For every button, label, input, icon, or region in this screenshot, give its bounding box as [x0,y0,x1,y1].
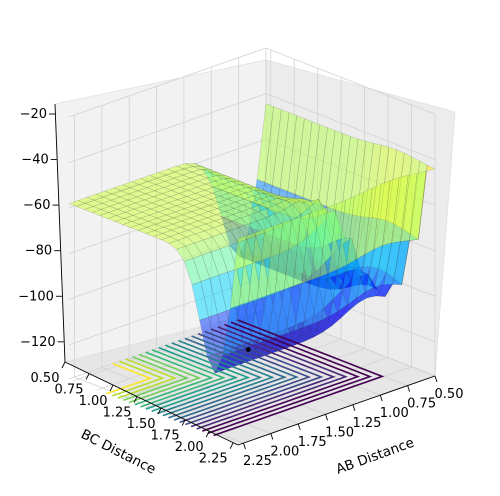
surface-patch [189,214,208,222]
y-tick-mark [109,384,114,392]
contour-line [134,351,214,406]
surface-patch [382,177,400,246]
x-tick-label: 1.75 [298,435,327,450]
surface-patch [331,304,349,327]
contour-line [190,328,336,428]
x-tick-label: 1.25 [352,416,381,431]
z-tick-label: −120 [20,335,56,350]
contour-line [111,360,165,397]
marker-point [245,347,251,352]
x-tick-mark [379,395,383,402]
x-tick-mark [243,442,246,450]
contour-line [202,323,361,432]
surface-patch [355,187,373,261]
x-tick-label: 2.00 [270,445,299,460]
z-axis-line [54,103,66,363]
surface-patch [109,202,128,210]
y-tick-mark [61,361,66,369]
z-tick-label: −60 [23,198,50,213]
contour-projection [106,319,385,437]
contour-line [185,330,324,426]
contour-line [173,335,300,421]
contour-line [128,353,202,404]
surface-patch [100,206,119,213]
surface-patch [340,297,358,319]
y-tick-label: 1.25 [103,406,132,421]
contour-line [156,342,263,415]
contour-line [213,319,385,437]
x-tick-label: 2.25 [243,454,272,469]
surface-patch [212,183,231,191]
z-tick-label: −100 [18,289,54,304]
contour-line [162,339,275,417]
surface-patch [312,315,331,338]
z-tick-label: −80 [25,244,52,259]
y-tick-label: 1.50 [127,417,156,432]
contour-line [196,326,348,430]
surface-patch [177,236,195,247]
x-tick-mark [352,404,356,411]
y-tick-label: 0.75 [55,383,84,398]
y-axis-label: BC Distance [78,426,158,477]
contour-line [151,344,251,413]
surface-patch [179,183,198,191]
z-tick-label: −40 [21,153,48,168]
x-tick-mark [270,433,274,440]
y-tick-mark [85,373,90,380]
x-tick-mark [407,385,411,392]
surface-patch [176,245,194,262]
y-tick-label: 0.50 [31,371,60,386]
y-tick-label: 2.25 [199,452,228,467]
y-tick-mark [205,430,210,438]
surface-patch [213,224,231,234]
y-tick-mark [157,407,162,415]
x-tick-mark [325,414,328,421]
contour-line [123,356,190,402]
x-tick-label: 0.50 [435,387,464,402]
surface-patch [279,112,297,192]
contour-line [145,346,239,410]
surface-patch [189,174,208,182]
x-tick-label: 1.00 [380,406,409,421]
y-tick-label: 1.00 [79,394,108,409]
x-axis-label: AB Distance [334,435,416,478]
ticks: −20−40−60−80−100−1200.500.751.001.251.50… [18,107,463,469]
contour-line [168,337,287,419]
contour-line [207,321,373,435]
surface-patch [418,164,436,240]
contour-line [140,349,226,408]
surface-patch [325,130,344,210]
surface [68,103,436,374]
surface-patch [272,109,290,189]
surface-patch [170,226,189,234]
surface-patch [187,186,206,194]
y-tick-label: 2.00 [175,440,204,455]
y-tick-mark [133,396,138,403]
y-tick-mark [229,442,234,449]
x-tick-label: 1.50 [325,425,354,440]
y-tick-mark [181,419,186,426]
surface-patch [358,286,376,304]
x-tick-mark [297,423,301,431]
surface-patch [287,115,305,195]
contour-line [179,333,312,424]
z-tick-label: −20 [20,107,47,122]
contour-line [117,358,178,399]
x-tick-label: 0.75 [407,397,436,412]
x-tick-mark [434,375,438,383]
y-tick-label: 1.75 [151,429,180,444]
